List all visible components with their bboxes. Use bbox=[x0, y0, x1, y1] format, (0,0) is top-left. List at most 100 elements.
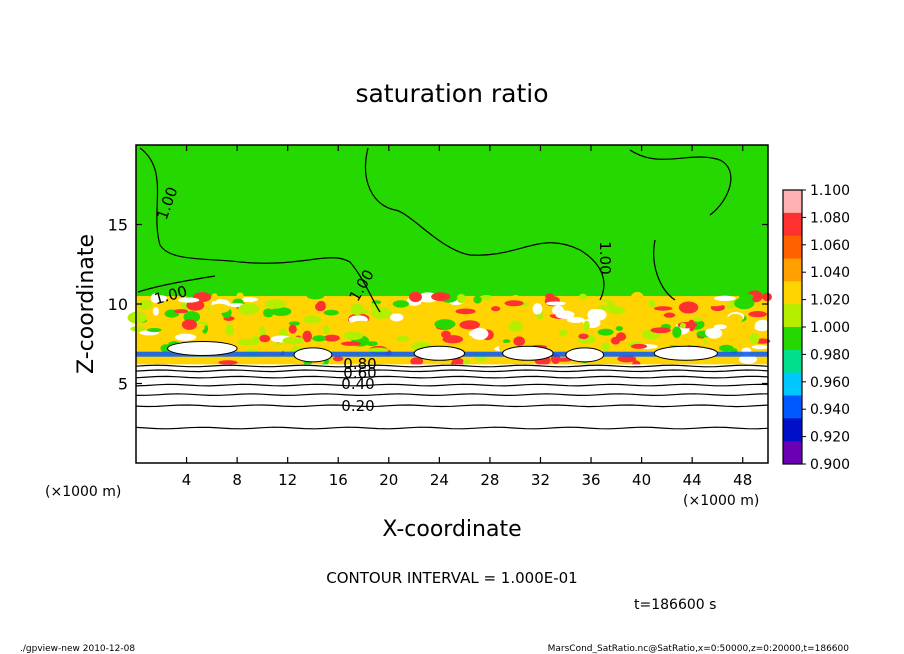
cloud-cell bbox=[546, 301, 566, 306]
x-tick-label: 8 bbox=[232, 471, 242, 489]
cloud-cell bbox=[392, 300, 409, 308]
contour-line bbox=[135, 375, 769, 379]
cloud-cell bbox=[209, 303, 230, 314]
dry-pocket bbox=[565, 347, 605, 363]
cloud-cell bbox=[762, 292, 772, 302]
cloud-cell bbox=[565, 298, 580, 310]
cloud-cell bbox=[597, 328, 614, 336]
cloud-cell bbox=[282, 336, 305, 345]
colorbar-tick-label: 1.060 bbox=[810, 238, 850, 254]
cloud-cell bbox=[351, 320, 372, 327]
y-tick-label: 10 bbox=[108, 295, 128, 314]
cloud-cell bbox=[262, 308, 274, 318]
cloud-cell bbox=[684, 339, 705, 346]
colorbar-tick-label: 1.100 bbox=[810, 183, 850, 199]
cloud-cell bbox=[754, 319, 771, 331]
cloud-cell bbox=[728, 299, 736, 305]
cloud-cell bbox=[434, 319, 456, 330]
contour-line bbox=[135, 364, 769, 368]
colorbar-tick-label: 0.980 bbox=[810, 347, 850, 363]
colorbar-segment bbox=[783, 281, 802, 305]
cloud-cell bbox=[663, 312, 676, 318]
plot-area: 1.00 1.00 1.00 1.00 0.80 0.60 0.40 0.20 bbox=[127, 144, 772, 464]
dry-pocket bbox=[502, 345, 554, 361]
cloud-cell bbox=[160, 344, 171, 353]
cloud-cell bbox=[631, 291, 644, 303]
colorbar-segment bbox=[783, 258, 802, 282]
cloud-cell bbox=[259, 334, 271, 343]
cloud-cell bbox=[630, 343, 648, 349]
x-tick-label: 36 bbox=[581, 471, 600, 489]
cloud-cell bbox=[258, 344, 273, 353]
cloud-cell bbox=[678, 301, 699, 314]
cloud-cell bbox=[146, 327, 162, 333]
cloud-cell bbox=[650, 327, 671, 334]
contour-line bbox=[629, 149, 732, 216]
cloud-cell bbox=[323, 334, 340, 342]
contour-label: 0.20 bbox=[341, 397, 374, 415]
x-tick-label: 16 bbox=[329, 471, 348, 489]
dry-pocket bbox=[293, 347, 333, 363]
contour-label: 0.60 bbox=[343, 364, 376, 382]
cloud-cell bbox=[431, 292, 451, 302]
dry-pocket bbox=[653, 345, 718, 361]
cloud-cell bbox=[271, 307, 292, 316]
cloud-cell bbox=[218, 360, 238, 365]
contour-label: 0.40 bbox=[341, 375, 374, 393]
x-tick-label: 12 bbox=[278, 471, 297, 489]
cloud-layer bbox=[127, 290, 772, 463]
cloud-cell bbox=[749, 332, 760, 345]
cloud-cell bbox=[238, 303, 260, 315]
x-unit-label-left: (×1000 m) bbox=[45, 484, 121, 500]
colorbar-segment bbox=[783, 235, 802, 259]
cloud-cell bbox=[692, 317, 703, 322]
cloud-cell bbox=[706, 301, 724, 307]
colorbar-segment bbox=[783, 327, 802, 351]
x-tick-label: 4 bbox=[182, 471, 192, 489]
cloud-cell bbox=[346, 300, 356, 306]
cloud-cell bbox=[473, 295, 482, 304]
cloud-cell bbox=[332, 356, 344, 362]
cloud-cell bbox=[430, 327, 438, 338]
cloud-cell bbox=[578, 333, 589, 340]
colorbar-segment bbox=[783, 212, 802, 237]
cloud-cell bbox=[288, 324, 297, 334]
colorbar-segment bbox=[783, 349, 802, 374]
dry-region bbox=[136, 364, 768, 463]
contour-label-group: 1.00 1.00 1.00 1.00 0.80 0.60 0.40 0.20 bbox=[152, 185, 614, 415]
colorbar-tick-label: 0.920 bbox=[810, 430, 850, 446]
cloud-cell bbox=[459, 320, 480, 330]
cloud-cell bbox=[588, 300, 607, 307]
y-axis-title: Z-coordinate bbox=[74, 234, 99, 374]
cloud-cell bbox=[511, 294, 520, 301]
cloud-cell bbox=[174, 333, 197, 341]
x-axis-title: X-coordinate bbox=[382, 517, 521, 542]
cloud-cell bbox=[504, 300, 524, 307]
cloud-cell bbox=[615, 332, 627, 341]
y-tick-label: 15 bbox=[108, 216, 128, 235]
cloud-cell bbox=[303, 315, 322, 324]
colorbar-segment bbox=[783, 372, 802, 396]
footer-left-text: ./gpview-new 2010-12-08 bbox=[20, 644, 135, 654]
cloud-cell bbox=[264, 299, 287, 309]
cloud-cell bbox=[578, 293, 587, 301]
cloud-cell bbox=[130, 326, 146, 332]
cloud-cell bbox=[653, 306, 673, 311]
cloud-cell bbox=[505, 315, 513, 324]
cloud-cell bbox=[726, 304, 736, 309]
cloud-cell bbox=[211, 293, 218, 301]
cloud-cell bbox=[566, 316, 585, 324]
cloud-cell bbox=[370, 307, 392, 319]
cloud-cell bbox=[343, 331, 364, 340]
cloud-cell bbox=[555, 310, 575, 319]
cloud-cell bbox=[714, 295, 736, 302]
cloud-cell bbox=[617, 355, 637, 363]
cloud-cell bbox=[138, 299, 153, 310]
dry-pocket bbox=[413, 345, 466, 361]
colorbar-tick-label: 0.900 bbox=[810, 457, 850, 473]
cloud-cell bbox=[470, 327, 489, 340]
contour-lines bbox=[135, 147, 769, 430]
contour-line bbox=[135, 369, 769, 373]
cloud-cell bbox=[315, 302, 326, 312]
cloud-cell bbox=[197, 323, 205, 331]
